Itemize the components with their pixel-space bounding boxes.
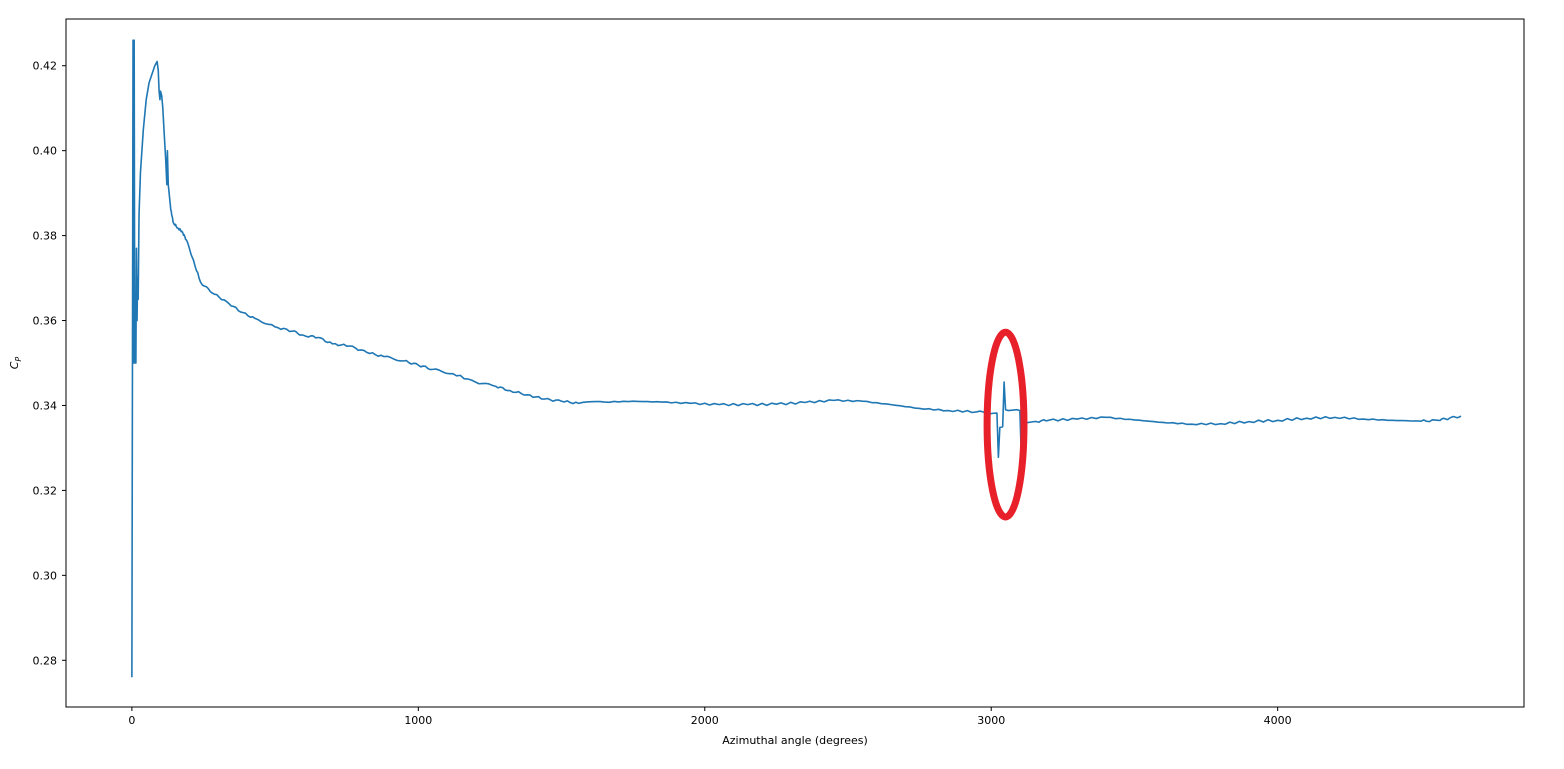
y-axis-label-sub: P: [14, 357, 23, 362]
x-tick-label: 2000: [691, 714, 719, 727]
y-tick-label: 0.36: [33, 315, 58, 328]
series-line: [131, 39, 1462, 678]
y-tick-label: 0.42: [33, 60, 58, 73]
y-axis-label: CP: [8, 357, 23, 370]
y-tick-label: 0.28: [33, 654, 58, 667]
y-axis-ticks: 0.28 0.30 0.32 0.34 0.36 0.38 0.40 0.42: [33, 60, 66, 667]
highlight-circle: [983, 328, 1028, 521]
y-tick-label: 0.38: [33, 230, 58, 243]
y-tick-label: 0.40: [33, 145, 58, 158]
y-tick-label: 0.32: [33, 484, 58, 497]
plot-area-frame: [65, 18, 1525, 708]
x-tick-label: 4000: [1264, 714, 1292, 727]
x-tick-label: 3000: [977, 714, 1005, 727]
x-tick-label: 1000: [404, 714, 432, 727]
x-axis-label: Azimuthal angle (degrees): [722, 734, 868, 747]
y-tick-label: 0.34: [33, 399, 58, 412]
y-tick-label: 0.30: [33, 569, 58, 582]
x-tick-label: 0: [128, 714, 135, 727]
x-axis-ticks: 0 1000 2000 3000 4000: [128, 707, 1292, 727]
y-axis-label-main: C: [8, 361, 21, 369]
